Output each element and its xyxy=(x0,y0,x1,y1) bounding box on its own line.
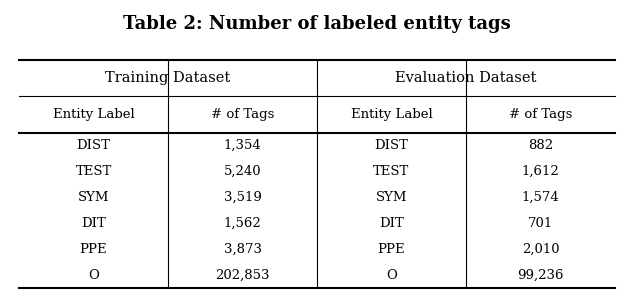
Text: 1,574: 1,574 xyxy=(522,191,559,204)
Text: Entity Label: Entity Label xyxy=(351,108,432,121)
Text: 882: 882 xyxy=(528,139,553,152)
Text: Table 2: Number of labeled entity tags: Table 2: Number of labeled entity tags xyxy=(123,15,511,33)
Text: PPE: PPE xyxy=(378,243,405,256)
Text: 3,519: 3,519 xyxy=(224,191,261,204)
Text: TEST: TEST xyxy=(75,165,112,178)
Text: 1,612: 1,612 xyxy=(522,165,559,178)
Text: DIST: DIST xyxy=(77,139,110,152)
Text: DIT: DIT xyxy=(81,217,106,230)
Text: 99,236: 99,236 xyxy=(517,268,564,281)
Text: O: O xyxy=(88,268,99,281)
Text: 5,240: 5,240 xyxy=(224,165,261,178)
Text: DIT: DIT xyxy=(379,217,404,230)
Text: # of Tags: # of Tags xyxy=(509,108,572,121)
Text: DIST: DIST xyxy=(375,139,408,152)
Text: PPE: PPE xyxy=(80,243,107,256)
Text: Entity Label: Entity Label xyxy=(53,108,134,121)
Text: SYM: SYM xyxy=(78,191,109,204)
Text: 1,354: 1,354 xyxy=(224,139,261,152)
Text: 2,010: 2,010 xyxy=(522,243,559,256)
Text: 701: 701 xyxy=(528,217,553,230)
Text: TEST: TEST xyxy=(373,165,410,178)
Text: 202,853: 202,853 xyxy=(216,268,269,281)
Text: SYM: SYM xyxy=(376,191,407,204)
Text: Evaluation Dataset: Evaluation Dataset xyxy=(396,71,536,85)
Text: Training Dataset: Training Dataset xyxy=(105,71,231,85)
Text: 3,873: 3,873 xyxy=(224,243,261,256)
Text: O: O xyxy=(386,268,397,281)
Text: 1,562: 1,562 xyxy=(224,217,261,230)
Text: # of Tags: # of Tags xyxy=(211,108,274,121)
